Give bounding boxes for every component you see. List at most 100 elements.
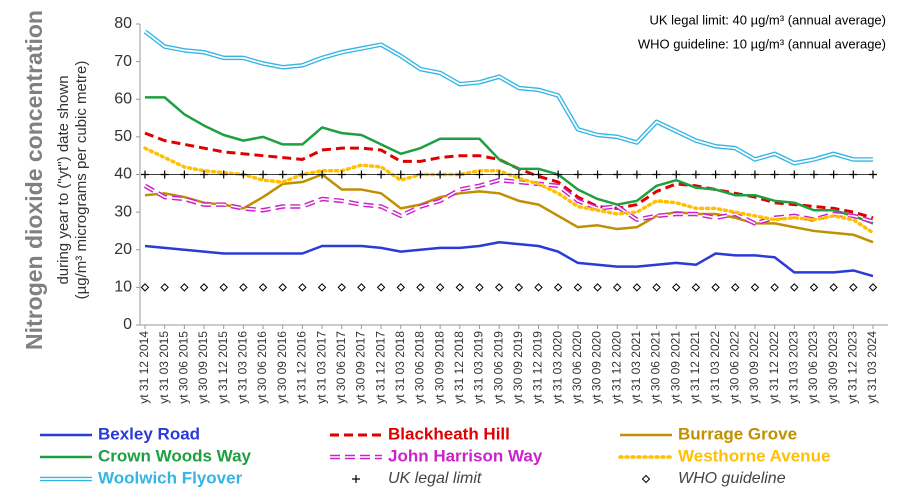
x-tick-label: yt 31 03 2023	[786, 331, 800, 404]
x-tick-label: yt 30 09 2022	[747, 331, 761, 404]
x-tick-label: yt 31 12 2018	[452, 331, 466, 404]
marker	[416, 283, 425, 292]
x-tick-label: yt 31 03 2017	[314, 331, 328, 404]
marker	[317, 283, 327, 292]
marker	[298, 283, 307, 292]
marker	[790, 283, 799, 292]
annotation: WHO guideline: 10 µg/m³ (annual average)	[638, 36, 886, 51]
marker	[790, 170, 799, 179]
marker	[199, 283, 209, 292]
x-tick-label: yt 31 12 2020	[609, 331, 623, 404]
marker	[435, 283, 445, 292]
x-tick-label: yt 31 12 2016	[295, 331, 309, 404]
marker	[731, 283, 740, 292]
legend-swatch	[352, 475, 360, 483]
marker	[770, 283, 779, 292]
marker	[377, 170, 386, 179]
marker	[239, 170, 248, 179]
marker	[691, 283, 701, 292]
x-tick-label: yt 30 09 2020	[590, 331, 604, 404]
marker	[357, 170, 366, 179]
marker	[514, 170, 523, 179]
marker	[849, 170, 858, 179]
marker	[711, 283, 720, 292]
marker	[160, 283, 169, 292]
marker	[534, 170, 543, 179]
marker	[750, 283, 760, 292]
y-tick-label: 80	[114, 15, 132, 32]
x-tick-label: yt 30 06 2021	[649, 331, 663, 404]
marker	[180, 283, 189, 292]
marker	[731, 170, 740, 179]
x-tick-label: yt 31 03 2020	[550, 331, 564, 404]
x-tick-label: yt 30 06 2023	[806, 331, 820, 404]
x-tick-label: yt 30 09 2023	[826, 331, 840, 404]
marker	[770, 170, 779, 179]
marker	[495, 170, 504, 179]
y-tick-label: 50	[114, 128, 132, 145]
marker	[357, 283, 366, 292]
marker	[219, 283, 228, 292]
legend-swatch	[641, 474, 651, 484]
x-tick-label: yt 30 06 2016	[255, 331, 269, 404]
marker	[337, 170, 346, 179]
x-tick-label: yt 30 06 2015	[177, 331, 191, 404]
marker	[278, 283, 287, 292]
series-line	[144, 179, 874, 225]
marker	[652, 283, 661, 292]
y-tick-label: 20	[114, 241, 132, 258]
marker	[455, 283, 465, 292]
marker	[416, 170, 425, 179]
legend-label: WHO guideline	[678, 470, 786, 487]
x-tick-label: yt 30 09 2021	[668, 331, 682, 404]
marker	[593, 170, 602, 179]
marker	[593, 283, 602, 292]
marker	[396, 170, 405, 179]
marker	[632, 170, 641, 179]
marker	[396, 283, 405, 292]
x-tick-label: yt 31 12 2019	[531, 331, 545, 404]
marker	[652, 170, 661, 179]
marker	[613, 170, 622, 179]
x-tick-label: yt 31 12 2021	[688, 331, 702, 404]
marker	[200, 170, 209, 179]
y-tick-label: 60	[114, 90, 132, 107]
marker	[554, 170, 563, 179]
marker	[239, 283, 248, 292]
legend-label: John Harrison Way	[388, 446, 543, 465]
marker	[868, 283, 878, 292]
marker	[278, 170, 287, 179]
y-axis-subtitle: during year to ("yt") date shown	[55, 75, 72, 284]
marker	[436, 170, 445, 179]
x-tick-label: yt 31 03 2024	[865, 331, 879, 404]
y-tick-label: 40	[114, 166, 132, 183]
x-tick-label: yt 31 12 2022	[767, 331, 781, 404]
x-tick-label: yt 30 09 2017	[354, 331, 368, 404]
x-tick-label: yt 30 09 2018	[432, 331, 446, 404]
marker	[691, 170, 700, 179]
x-tick-label: yt 30 06 2019	[491, 331, 505, 404]
marker	[809, 283, 819, 292]
marker	[613, 283, 622, 292]
marker	[455, 170, 464, 179]
x-tick-label: yt 31 12 2023	[845, 331, 859, 404]
x-tick-label: yt 30 06 2022	[727, 331, 741, 404]
x-tick-label: yt 30 06 2017	[334, 331, 348, 404]
y-tick-label: 30	[114, 203, 132, 220]
marker	[750, 170, 759, 179]
marker	[514, 283, 524, 292]
marker	[553, 283, 563, 292]
legend-label: Burrage Grove	[678, 424, 797, 443]
y-axis-subtitle: (µg/m³ micrograms per cubic metre)	[73, 61, 90, 300]
marker	[258, 283, 268, 292]
series-line	[144, 30, 873, 165]
marker	[809, 170, 818, 179]
x-tick-label: yt 31 12 2014	[137, 331, 151, 404]
marker	[180, 170, 189, 179]
marker	[534, 283, 543, 292]
x-tick-label: yt 31 12 2017	[373, 331, 387, 404]
marker	[318, 170, 327, 179]
annotation: UK legal limit: 40 µg/m³ (annual average…	[649, 12, 886, 27]
marker	[573, 170, 582, 179]
